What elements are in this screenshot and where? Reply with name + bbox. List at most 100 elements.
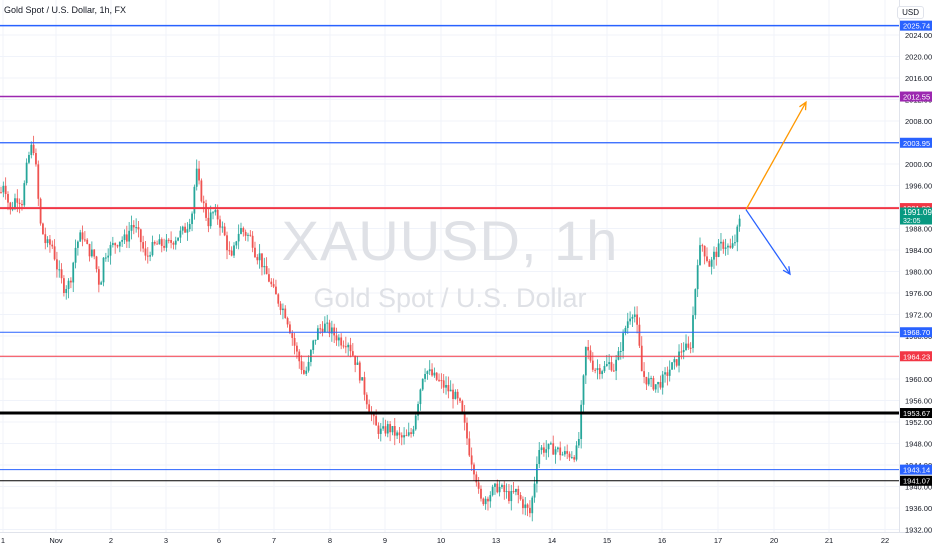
candle-body — [633, 314, 636, 317]
candle-body — [405, 435, 408, 437]
candle-body — [128, 230, 131, 242]
candle-body — [687, 343, 690, 348]
y-tick-label: 1936.00 — [905, 504, 932, 513]
candle-body — [118, 241, 121, 247]
candle-body — [419, 389, 422, 405]
candle-body — [601, 371, 604, 375]
x-tick-label: Nov — [49, 536, 63, 545]
candle-body — [7, 194, 9, 203]
candle-body — [563, 451, 566, 455]
candle-body — [461, 400, 464, 413]
candle-body — [522, 499, 524, 509]
candle-body — [107, 255, 110, 258]
x-tick-label: 2 — [109, 536, 113, 545]
x-tick-label: 15 — [603, 536, 611, 545]
candle-body — [170, 240, 172, 243]
candle-body — [186, 229, 189, 233]
x-tick-label: 20 — [770, 536, 778, 545]
candle-body — [160, 239, 163, 246]
candle-body — [561, 454, 564, 456]
candle-body — [580, 404, 583, 440]
candle-body — [664, 372, 666, 375]
candle-body — [724, 247, 727, 249]
candle-body — [475, 474, 478, 483]
level-badge-label: 1964.23 — [903, 352, 930, 361]
candle-body — [400, 435, 403, 438]
candle-body — [512, 491, 515, 493]
x-tick-label: 16 — [658, 536, 666, 545]
candle-body — [100, 282, 103, 285]
time-axis: 1 Nov 2 3 6 7 8 9 10 13 14 15 16 17 20 21 22 — [1, 536, 889, 545]
currency-button[interactable]: USD — [897, 6, 924, 19]
y-tick-label: 1960.00 — [905, 375, 932, 384]
candle-body — [144, 248, 147, 256]
candle-body — [42, 223, 44, 235]
candle-body — [60, 269, 63, 279]
candle-body — [321, 328, 324, 333]
candle-body — [722, 241, 725, 249]
y-tick-label: 2000.00 — [905, 160, 932, 169]
candle-body — [39, 198, 42, 224]
candle-body — [284, 308, 287, 319]
candle-body — [433, 372, 436, 376]
candle-body — [307, 361, 310, 371]
candle-body — [51, 244, 54, 247]
candle-body — [4, 185, 7, 195]
candle-body — [713, 251, 715, 260]
candle-body — [123, 234, 126, 240]
candle-body — [372, 414, 375, 417]
candle-body — [86, 239, 89, 244]
candle-body — [351, 351, 354, 356]
candle-body — [449, 389, 452, 392]
candle-body — [701, 245, 704, 247]
candle-body — [468, 438, 471, 456]
candle-body — [368, 404, 371, 413]
candle-body — [79, 232, 82, 242]
candle-body — [675, 359, 678, 366]
y-tick-label: 1984.00 — [905, 246, 932, 255]
x-tick-label: 9 — [383, 536, 387, 545]
candle-body — [629, 318, 631, 322]
candle-body — [503, 485, 506, 493]
candle-body — [529, 507, 531, 514]
candle-body — [358, 362, 361, 381]
candle-body — [617, 351, 620, 360]
candle-body — [235, 241, 238, 246]
candle-body — [25, 162, 28, 184]
candle-body — [689, 347, 692, 349]
candle-body — [316, 328, 319, 340]
candle-body — [191, 213, 193, 225]
candle-body — [326, 322, 329, 324]
y-tick-label: 1988.00 — [905, 225, 932, 234]
candle-body — [510, 491, 513, 502]
candle-body — [382, 426, 385, 429]
candle-body — [286, 318, 289, 325]
candle-body — [673, 359, 676, 363]
level-badge-label: 1943.14 — [903, 466, 930, 475]
candle-body — [538, 450, 541, 464]
candle-body — [56, 259, 58, 270]
candle-body — [109, 244, 112, 256]
candle-body — [612, 370, 615, 372]
candle-body — [303, 369, 305, 374]
projection-arrows — [745, 100, 807, 276]
current-price-badge: 1991.09 32:05 — [900, 207, 932, 225]
y-tick-label: 1952.00 — [905, 418, 932, 427]
candle-body — [589, 350, 592, 361]
candle-body — [172, 242, 175, 245]
x-tick-label: 22 — [881, 536, 889, 545]
candle-body — [466, 422, 468, 439]
x-tick-label: 21 — [825, 536, 833, 545]
candle-body — [195, 168, 198, 187]
candle-body — [542, 447, 545, 453]
candle-body — [361, 377, 364, 381]
level-badge — [900, 475, 932, 486]
candle-body — [452, 389, 454, 400]
candle-body — [496, 483, 499, 493]
x-tick-label: 7 — [272, 536, 276, 545]
candle-body — [67, 280, 70, 289]
price-axis: 2024.002020.002016.002012.002008.002004.… — [905, 31, 932, 535]
candle-body — [491, 486, 494, 496]
candle-body — [333, 327, 336, 336]
